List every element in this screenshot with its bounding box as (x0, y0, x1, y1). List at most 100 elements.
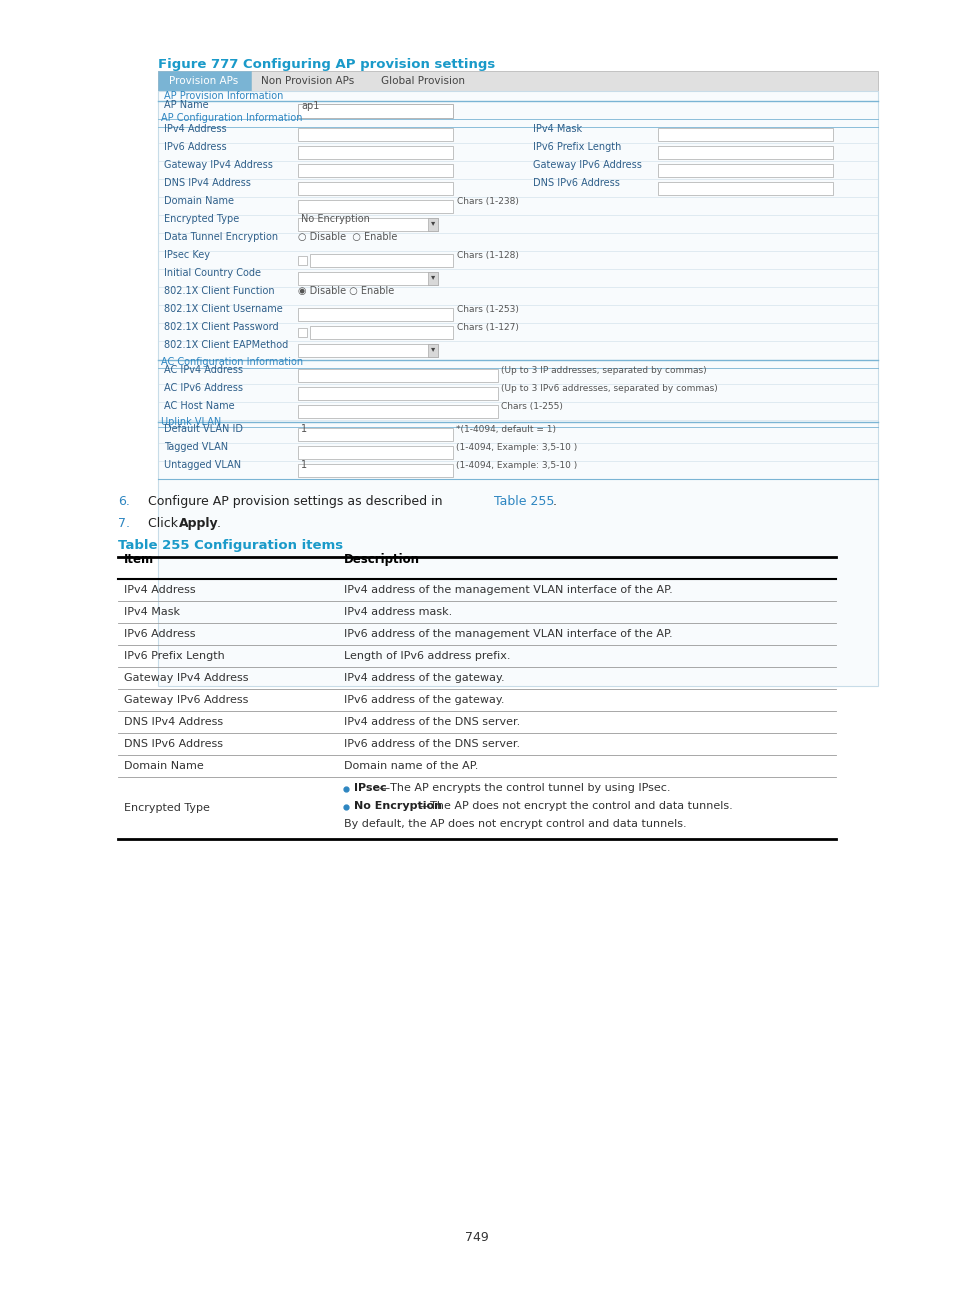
Text: IPv6 Prefix Length: IPv6 Prefix Length (533, 143, 620, 152)
Text: Global Provision: Global Provision (380, 76, 464, 86)
Text: Chars (1-127): Chars (1-127) (456, 323, 518, 332)
Text: DNS IPv4 Address: DNS IPv4 Address (164, 178, 251, 188)
Text: 749: 749 (465, 1231, 488, 1244)
Text: 802.1X Client Password: 802.1X Client Password (164, 321, 278, 332)
Text: IPv6 Prefix Length: IPv6 Prefix Length (124, 651, 225, 661)
Bar (297, 404, 497, 419)
Text: AC Configuration Information: AC Configuration Information (161, 356, 303, 367)
Bar (428, 272, 437, 285)
Bar (297, 328, 307, 337)
Bar (158, 91, 877, 686)
Text: Domain name of the AP.: Domain name of the AP. (344, 761, 477, 771)
Bar (297, 369, 497, 382)
Text: Encrypted Type: Encrypted Type (164, 214, 239, 224)
Text: IPv4 Address: IPv4 Address (164, 124, 227, 133)
Bar (297, 272, 437, 285)
Text: Provision APs: Provision APs (170, 76, 238, 86)
Bar (658, 165, 832, 178)
Text: DNS IPv4 Address: DNS IPv4 Address (124, 717, 223, 727)
Bar (310, 254, 453, 267)
Text: Description: Description (344, 553, 419, 566)
Text: Chars (1-255): Chars (1-255) (500, 402, 562, 411)
Text: Encrypted Type: Encrypted Type (124, 804, 210, 813)
Text: IPv4 address of the DNS server.: IPv4 address of the DNS server. (344, 717, 519, 727)
Text: Untagged VLAN: Untagged VLAN (164, 460, 241, 470)
Text: Chars (1-238): Chars (1-238) (456, 197, 518, 206)
Bar (297, 218, 437, 231)
Bar (297, 181, 453, 194)
Bar (297, 104, 453, 118)
Text: IPv6 address of the gateway.: IPv6 address of the gateway. (344, 695, 504, 705)
Text: ▾: ▾ (431, 218, 435, 227)
Text: Apply: Apply (179, 517, 218, 530)
Bar (658, 181, 832, 194)
Text: IPv6 Address: IPv6 Address (124, 629, 195, 639)
Bar (297, 446, 453, 459)
Bar (297, 428, 453, 441)
Text: AC IPv4 Address: AC IPv4 Address (164, 365, 243, 375)
Text: IPv6 Address: IPv6 Address (164, 143, 227, 152)
Text: Uplink VLAN: Uplink VLAN (161, 417, 221, 426)
Text: (1-4094, Example: 3,5-10 ): (1-4094, Example: 3,5-10 ) (456, 443, 577, 452)
Text: (Up to 3 IP addresses, separated by commas): (Up to 3 IP addresses, separated by comm… (500, 365, 706, 375)
Text: Chars (1-253): Chars (1-253) (456, 305, 518, 314)
Bar (297, 308, 453, 321)
Text: DNS IPv6 Address: DNS IPv6 Address (533, 178, 619, 188)
Text: .: . (553, 495, 557, 508)
Text: (1-4094, Example: 3,5-10 ): (1-4094, Example: 3,5-10 ) (456, 461, 577, 470)
Text: Gateway IPv4 Address: Gateway IPv4 Address (164, 159, 273, 170)
Bar (428, 218, 437, 231)
Text: —The AP encrypts the control tunnel by using IPsec.: —The AP encrypts the control tunnel by u… (378, 783, 670, 793)
Bar (428, 343, 437, 356)
Text: 1: 1 (301, 424, 307, 434)
Bar (297, 200, 453, 213)
Text: Default VLAN ID: Default VLAN ID (164, 424, 243, 434)
Bar (658, 128, 832, 141)
Text: AC IPv6 Address: AC IPv6 Address (164, 384, 243, 393)
Bar (297, 128, 453, 141)
Bar (297, 388, 497, 400)
Text: Configure AP provision settings as described in: Configure AP provision settings as descr… (148, 495, 446, 508)
Text: Non Provision APs: Non Provision APs (261, 76, 354, 86)
Text: IPv4 address of the gateway.: IPv4 address of the gateway. (344, 673, 504, 683)
Text: 7.: 7. (118, 517, 130, 530)
Text: *(1-4094, default = 1): *(1-4094, default = 1) (456, 425, 556, 434)
Text: Tagged VLAN: Tagged VLAN (164, 442, 228, 452)
Text: Gateway IPv4 Address: Gateway IPv4 Address (124, 673, 248, 683)
Text: ○ Disable  ○ Enable: ○ Disable ○ Enable (297, 232, 397, 242)
Text: AP Provision Information: AP Provision Information (164, 91, 283, 101)
Text: AC Host Name: AC Host Name (164, 400, 234, 411)
Text: Domain Name: Domain Name (124, 761, 204, 771)
Text: Click: Click (148, 517, 182, 530)
Text: Domain Name: Domain Name (164, 196, 233, 206)
Text: Table 255 Configuration items: Table 255 Configuration items (118, 539, 343, 552)
Text: 1: 1 (301, 460, 307, 470)
Text: Initial Country Code: Initial Country Code (164, 268, 261, 279)
Text: (Up to 3 IPv6 addresses, separated by commas): (Up to 3 IPv6 addresses, separated by co… (500, 384, 717, 393)
Text: Gateway IPv6 Address: Gateway IPv6 Address (124, 695, 248, 705)
Text: 6.: 6. (118, 495, 130, 508)
Text: Chars (1-128): Chars (1-128) (456, 251, 518, 260)
Text: Gateway IPv6 Address: Gateway IPv6 Address (533, 159, 641, 170)
Text: 802.1X Client Username: 802.1X Client Username (164, 305, 282, 314)
Bar (297, 165, 453, 178)
Text: Table 255: Table 255 (494, 495, 554, 508)
Text: AP Name: AP Name (164, 100, 209, 110)
Bar (297, 146, 453, 159)
Text: ◉ Disable ○ Enable: ◉ Disable ○ Enable (297, 286, 394, 295)
Text: No Encryption: No Encryption (301, 214, 370, 224)
Text: IPsec: IPsec (354, 783, 386, 793)
Text: IPv4 Address: IPv4 Address (124, 584, 195, 595)
Text: DNS IPv6 Address: DNS IPv6 Address (124, 739, 223, 749)
Text: Figure 777 Configuring AP provision settings: Figure 777 Configuring AP provision sett… (158, 58, 495, 71)
Text: —The AP does not encrypt the control and data tunnels.: —The AP does not encrypt the control and… (418, 801, 732, 811)
Text: 802.1X Client EAPMethod: 802.1X Client EAPMethod (164, 340, 288, 350)
Bar (158, 71, 251, 91)
Bar (310, 327, 453, 340)
Bar (658, 146, 832, 159)
Text: ap1: ap1 (301, 101, 319, 111)
Text: Data Tunnel Encryption: Data Tunnel Encryption (164, 232, 278, 242)
Text: AP Configuration Information: AP Configuration Information (161, 113, 302, 123)
Text: IPv4 Mask: IPv4 Mask (533, 124, 581, 133)
Text: ▾: ▾ (431, 272, 435, 281)
